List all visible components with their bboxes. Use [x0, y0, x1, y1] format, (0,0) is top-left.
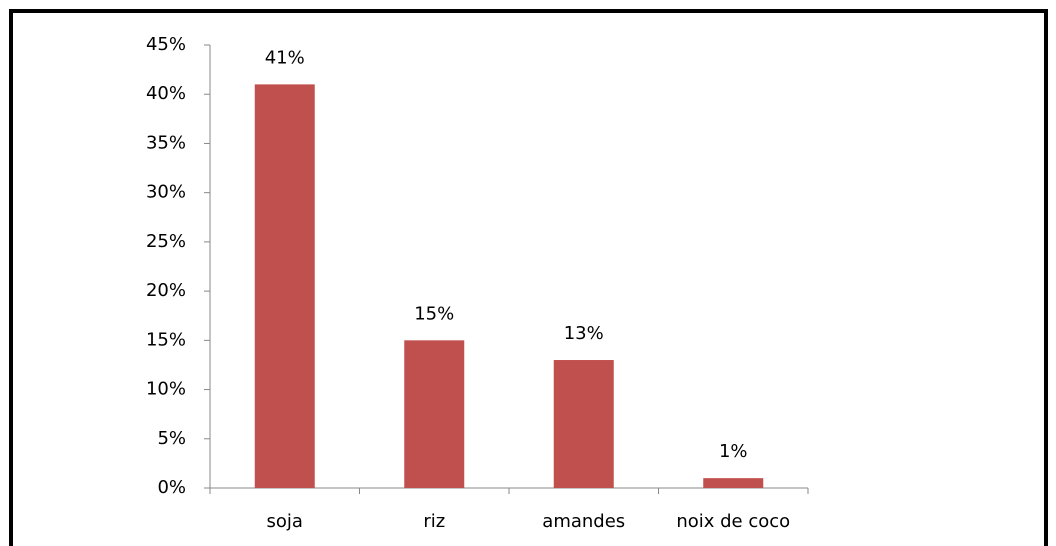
y-tick-label: 30%: [146, 182, 186, 203]
bar: [254, 84, 315, 488]
y-tick-label: 25%: [146, 231, 186, 252]
x-tick-label: noix de coco: [676, 511, 790, 532]
y-tick-label: 5%: [157, 428, 186, 449]
data-label: 15%: [414, 303, 454, 324]
x-tick-label: riz: [423, 511, 445, 532]
y-tick-label: 40%: [146, 83, 186, 104]
data-label: 41%: [265, 47, 305, 68]
x-tick-label: soja: [267, 511, 303, 532]
bar: [553, 360, 614, 488]
x-tick-label: amandes: [542, 511, 625, 532]
y-tick-label: 20%: [146, 280, 186, 301]
y-tick-label: 0%: [157, 477, 186, 498]
y-tick-label: 15%: [146, 329, 186, 350]
y-tick-label: 45%: [146, 34, 186, 55]
data-label: 1%: [719, 441, 748, 462]
bar: [404, 340, 465, 488]
data-label: 13%: [564, 323, 604, 344]
y-tick-label: 10%: [146, 379, 186, 400]
y-tick-label: 35%: [146, 132, 186, 153]
bar: [703, 478, 764, 488]
